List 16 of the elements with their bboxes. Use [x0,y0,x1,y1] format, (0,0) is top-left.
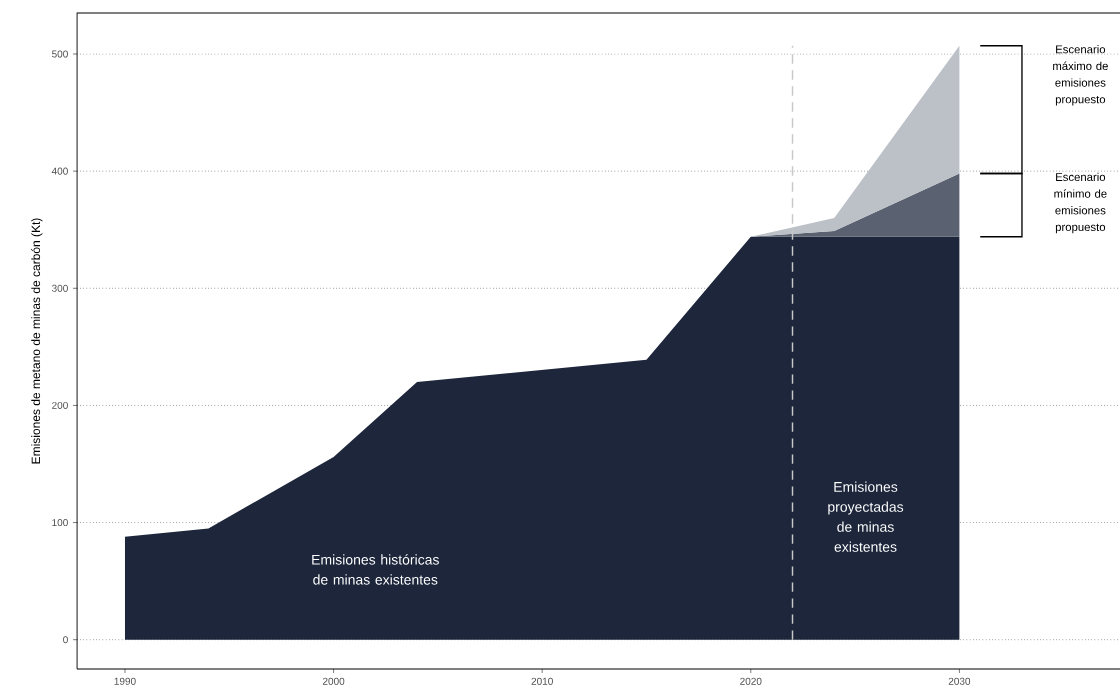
annotation: Escenario mínimo de emisiones propuesto [1054,172,1107,234]
y-tick-label: 300 [51,284,68,292]
x-tick-label: 2000 [322,677,345,685]
annotation: Emisiones históricas de minas existentes [312,554,439,585]
y-tick-label: 400 [51,167,68,175]
y-tick-label: 100 [52,519,68,527]
y-tick-label: 500 [52,50,68,58]
x-tick-label: 2020 [740,677,762,685]
x-tick-label: 1990 [114,677,136,685]
y-tick-label: 0 [63,636,68,644]
y-axis-title: Emisiones de metano de minas de carbón (Kt) [31,218,43,464]
x-tick-label: 2010 [531,677,553,685]
x-tick-label: 2030 [948,677,971,685]
annotation: Escenario máximo de emisiones propuesto [1053,45,1108,106]
y-tick-label: 200 [52,401,68,409]
annotation: Emisiones proyectadas de minas existentes [828,481,904,552]
